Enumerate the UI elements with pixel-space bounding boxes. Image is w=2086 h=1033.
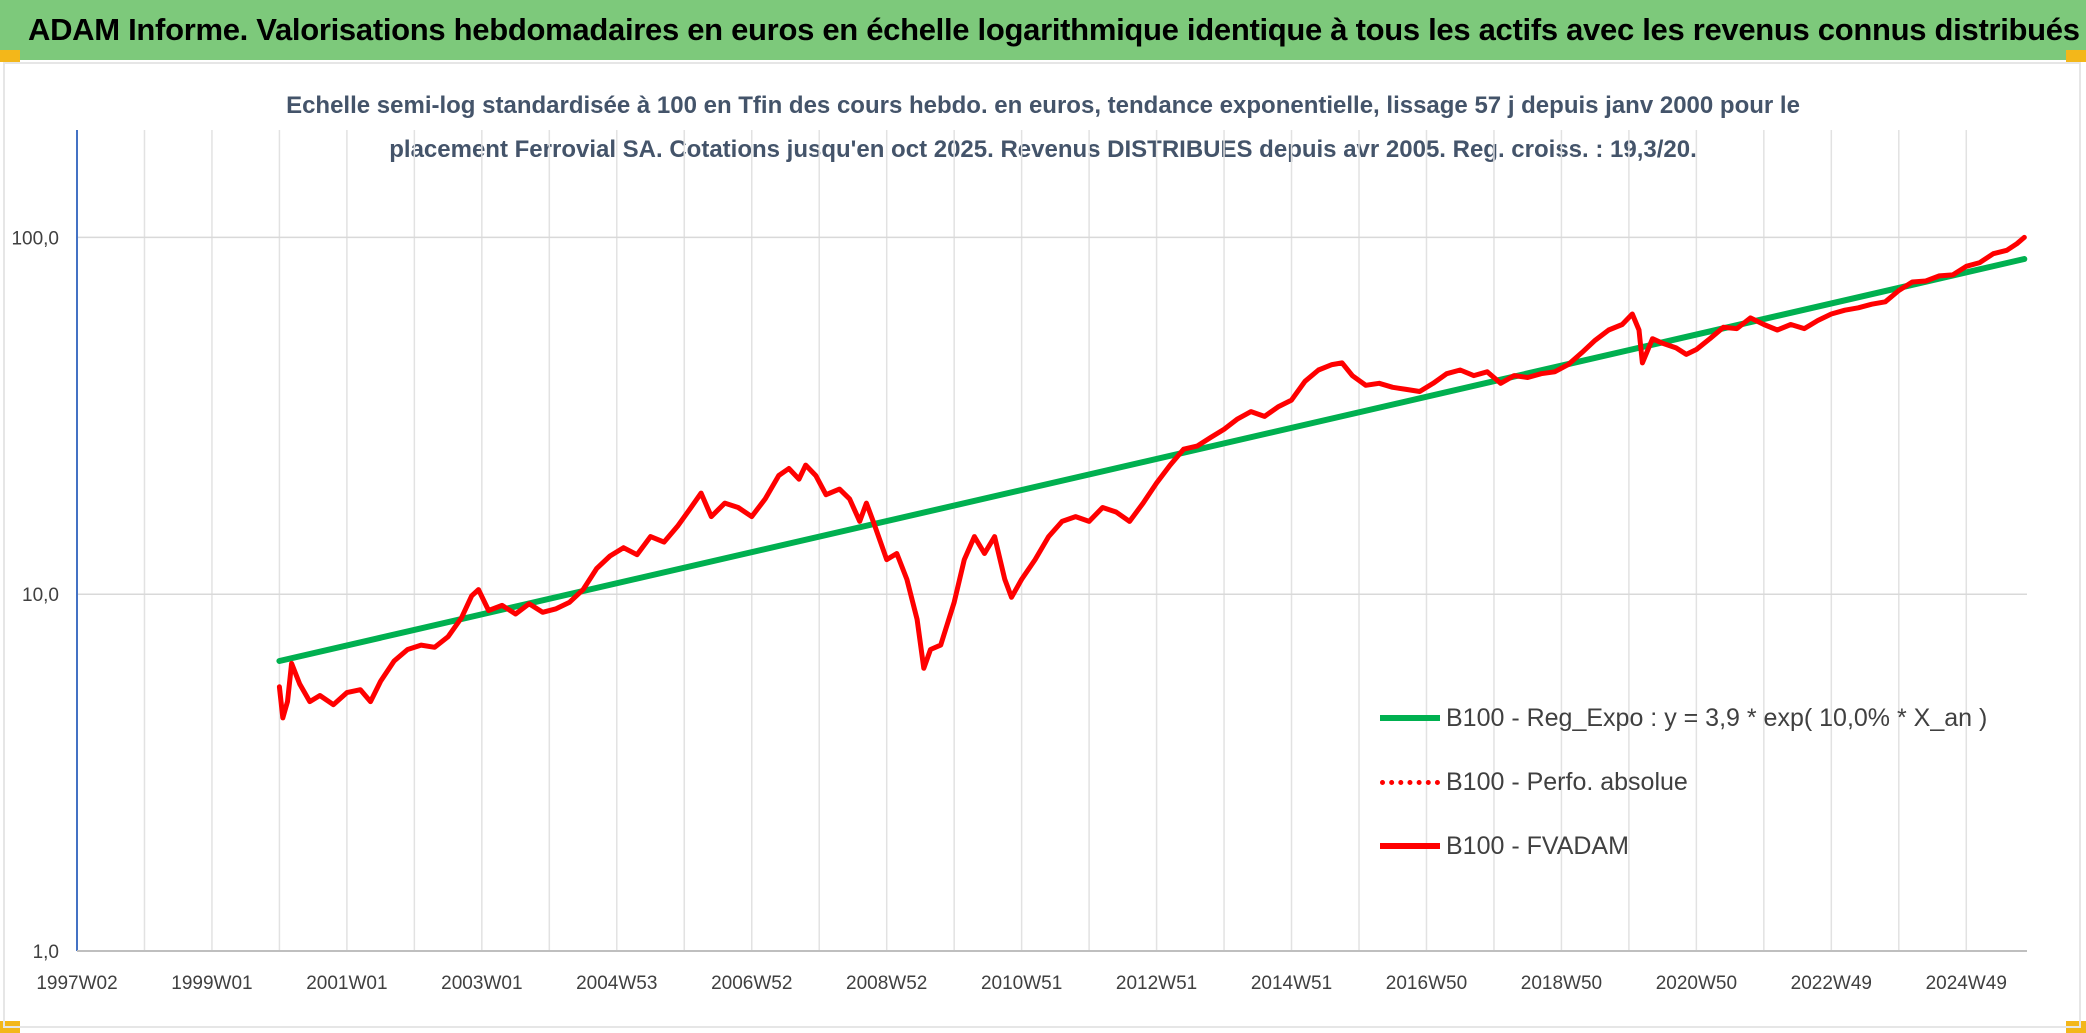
chart-title-line-2: placement Ferrovial SA. Cotations jusqu'… <box>389 136 1697 163</box>
x-tick-label: 2018W50 <box>1521 973 1602 994</box>
x-tick-label: 2004W53 <box>576 973 657 994</box>
series-fvadam <box>276 234 2027 721</box>
x-tick-label: 2003W01 <box>441 973 522 994</box>
legend-label-reg-expo: B100 - Reg_Expo : y = 3,9 * exp( 10,0% *… <box>1446 703 1988 732</box>
x-tick-label: 2020W50 <box>1656 973 1737 994</box>
x-tick-label: 2024W49 <box>1926 973 2007 994</box>
chart-title: Echelle semi-log standardisée à 100 en T… <box>0 84 2086 172</box>
x-tick-label: 2008W52 <box>846 973 927 994</box>
y-tick-label: 1,0 <box>33 942 59 963</box>
corner-marker-left <box>0 50 20 62</box>
x-tick-label: 2014W51 <box>1251 973 1332 994</box>
corner-marker-right <box>2066 50 2086 62</box>
legend-item-reg-expo: B100 - Reg_Expo : y = 3,9 * exp( 10,0% *… <box>1380 686 1987 750</box>
axes <box>76 130 2027 952</box>
y-tick-label: 10,0 <box>22 585 59 606</box>
legend: B100 - Reg_Expo : y = 3,9 * exp( 10,0% *… <box>1380 686 1987 878</box>
chart-frame <box>3 62 2081 1028</box>
legend-item-perfo-absolue: B100 - Perfo. absolue <box>1380 750 1987 814</box>
chart-title-line-1: Echelle semi-log standardisée à 100 en T… <box>286 92 1800 119</box>
x-tick-label: 1997W02 <box>36 973 117 994</box>
legend-swatch-red-dotted <box>1380 779 1440 785</box>
legend-label-perfo-absolue: B100 - Perfo. absolue <box>1446 767 1688 796</box>
series-reg-expo <box>276 256 2028 664</box>
x-tick-label: 2012W51 <box>1116 973 1197 994</box>
series <box>276 234 2028 721</box>
report-header: ADAM Informe. Valorisations hebdomadaire… <box>0 0 2086 60</box>
x-tick-label: 2022W49 <box>1791 973 1872 994</box>
tick-labels: 1,0 10,0 100,0 1997W02 1999W01 2001W01 2003W01… <box>11 228 2006 994</box>
legend-swatch-green-solid <box>1380 715 1440 721</box>
x-tick-label: 2006W52 <box>711 973 792 994</box>
y-tick-label: 100,0 <box>11 228 59 249</box>
legend-label-fvadam: B100 - FVADAM <box>1446 831 1629 860</box>
legend-item-fvadam: B100 - FVADAM <box>1380 814 1987 878</box>
legend-swatch-red-solid <box>1380 843 1440 849</box>
report-title: ADAM Informe. Valorisations hebdomadaire… <box>28 12 2080 47</box>
gridlines <box>76 130 2027 952</box>
x-tick-label: 2016W50 <box>1386 973 1467 994</box>
x-tick-label: 2001W01 <box>306 973 387 994</box>
x-tick-label: 1999W01 <box>171 973 252 994</box>
x-tick-label: 2010W51 <box>981 973 1062 994</box>
